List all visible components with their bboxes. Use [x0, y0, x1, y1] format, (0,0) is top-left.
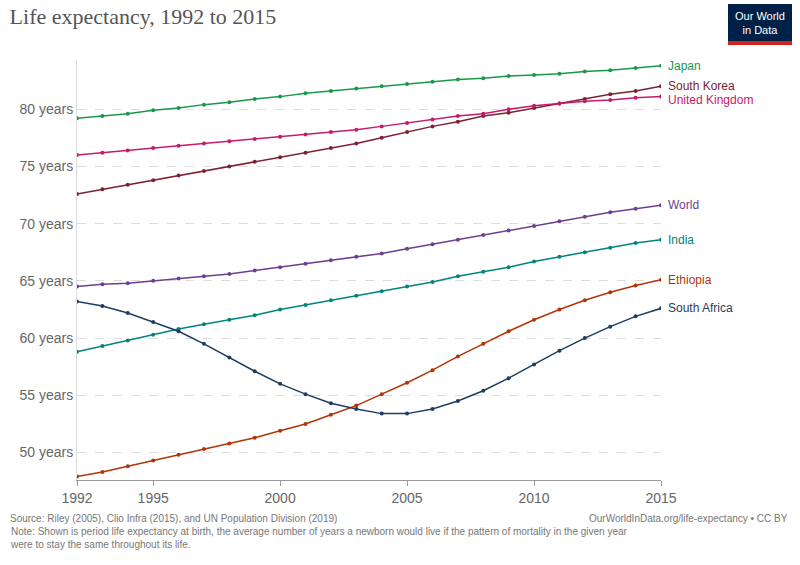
svg-text:Our Worldin Data: Our Worldin Data	[735, 10, 785, 36]
svg-text:India: India	[668, 233, 694, 247]
svg-text:Japan: Japan	[668, 59, 701, 73]
svg-text:Life expectancy, 1992 to 2015: Life expectancy, 1992 to 2015	[10, 4, 277, 29]
svg-text:United Kingdom: United Kingdom	[668, 93, 753, 107]
svg-text:2005: 2005	[392, 490, 423, 506]
svg-text:2010: 2010	[518, 490, 549, 506]
svg-text:50 years: 50 years	[19, 444, 73, 460]
svg-text:OurWorldInData.org/life-expect: OurWorldInData.org/life-expectancy • CC …	[589, 513, 788, 524]
svg-text:World: World	[668, 198, 699, 212]
svg-text:1992: 1992	[61, 490, 92, 506]
svg-text:55 years: 55 years	[19, 387, 73, 403]
svg-text:2015: 2015	[645, 490, 676, 506]
svg-text:South Korea: South Korea	[668, 79, 735, 93]
svg-text:1995: 1995	[138, 490, 169, 506]
svg-text:South Africa: South Africa	[668, 301, 733, 315]
svg-text:80 years: 80 years	[19, 101, 73, 117]
svg-text:Ethiopia: Ethiopia	[668, 273, 712, 287]
svg-text:Source: Riley (2005), Clio Inf: Source: Riley (2005), Clio Infra (2015),…	[10, 513, 337, 524]
svg-text:Note: Shown is period life exp: Note: Shown is period life expectancy at…	[10, 526, 628, 550]
svg-text:70 years: 70 years	[19, 216, 73, 232]
svg-text:2000: 2000	[265, 490, 296, 506]
svg-text:60 years: 60 years	[19, 330, 73, 346]
svg-text:75 years: 75 years	[19, 158, 73, 174]
svg-text:65 years: 65 years	[19, 273, 73, 289]
